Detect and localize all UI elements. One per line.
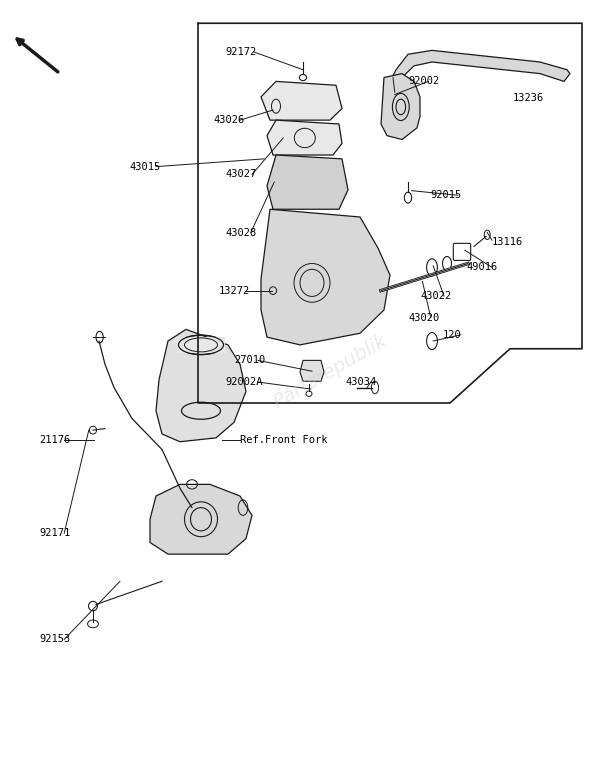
Polygon shape bbox=[261, 81, 342, 120]
Polygon shape bbox=[267, 120, 342, 155]
Text: Ref.Front Fork: Ref.Front Fork bbox=[240, 436, 328, 445]
Text: 43022: 43022 bbox=[420, 291, 451, 301]
Text: Partsrepublik: Partsrepublik bbox=[269, 332, 391, 412]
Text: 27010: 27010 bbox=[234, 356, 265, 365]
Text: 13116: 13116 bbox=[492, 237, 523, 246]
Text: 43034: 43034 bbox=[345, 377, 376, 387]
Text: 92002A: 92002A bbox=[225, 377, 263, 387]
Polygon shape bbox=[300, 360, 324, 381]
Polygon shape bbox=[177, 337, 225, 353]
Text: 92153: 92153 bbox=[39, 635, 70, 644]
Text: 13272: 13272 bbox=[219, 286, 250, 295]
Text: 43027: 43027 bbox=[225, 170, 256, 179]
Text: 43028: 43028 bbox=[225, 228, 256, 237]
Text: 13236: 13236 bbox=[513, 94, 544, 103]
Polygon shape bbox=[267, 155, 348, 209]
Text: 120: 120 bbox=[443, 330, 461, 339]
FancyBboxPatch shape bbox=[454, 243, 471, 260]
Text: 92015: 92015 bbox=[431, 191, 462, 200]
Text: 43015: 43015 bbox=[129, 162, 160, 171]
Text: 92171: 92171 bbox=[39, 529, 70, 538]
Polygon shape bbox=[156, 329, 246, 442]
Text: 92002: 92002 bbox=[408, 77, 439, 86]
Polygon shape bbox=[381, 74, 420, 140]
Text: 43026: 43026 bbox=[213, 115, 244, 125]
Text: 92172: 92172 bbox=[225, 47, 256, 57]
Polygon shape bbox=[261, 209, 390, 345]
Polygon shape bbox=[150, 484, 252, 554]
Text: 49016: 49016 bbox=[467, 263, 498, 272]
Polygon shape bbox=[390, 50, 570, 89]
Text: 21176: 21176 bbox=[39, 436, 70, 445]
Text: 43020: 43020 bbox=[408, 313, 439, 322]
